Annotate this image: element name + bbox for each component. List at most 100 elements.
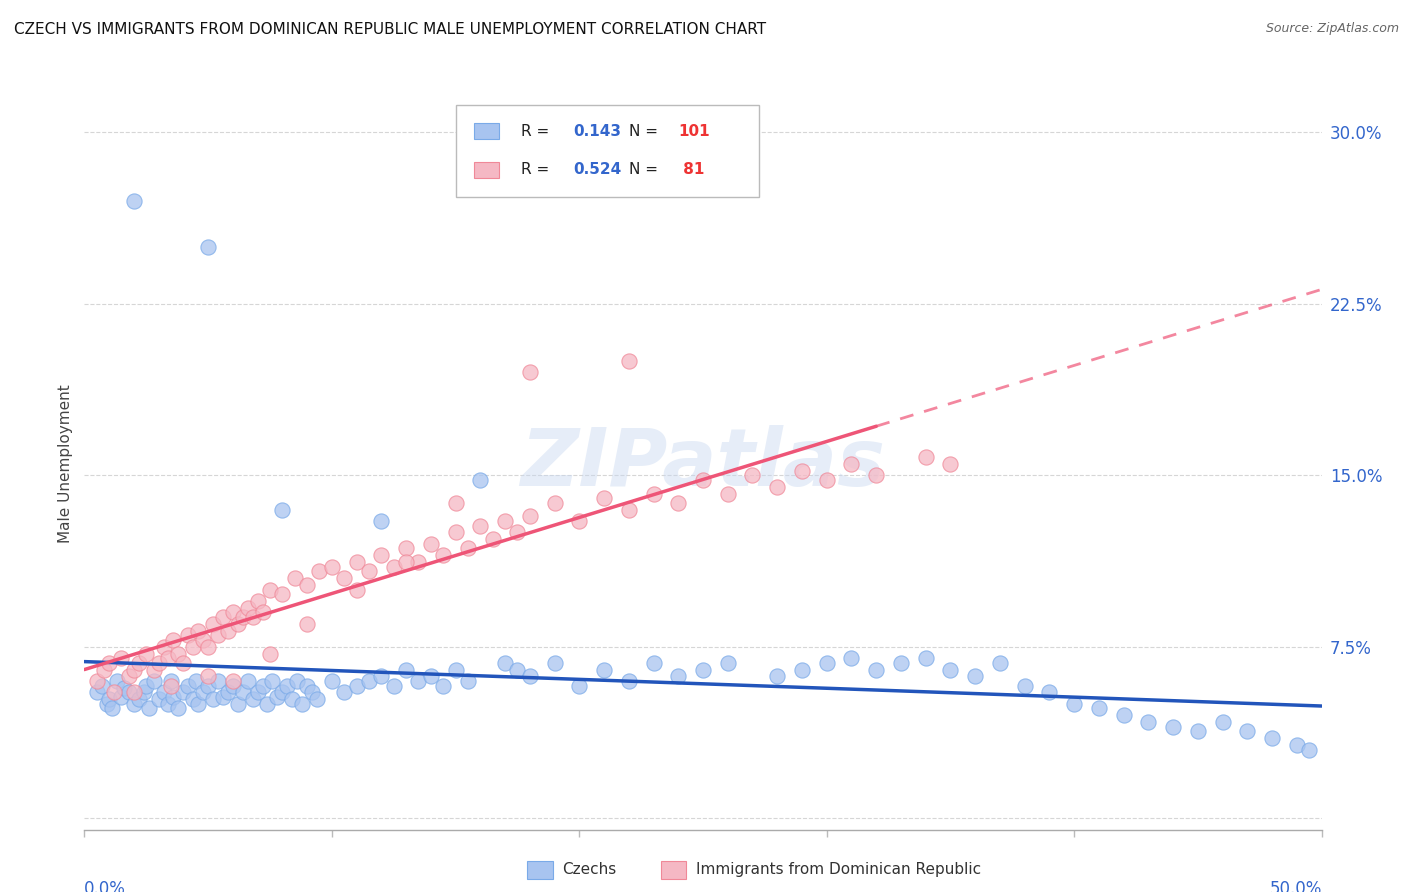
Point <box>766 669 789 683</box>
Point <box>98 692 121 706</box>
Point <box>357 673 380 688</box>
Point <box>232 685 254 699</box>
Point <box>242 610 264 624</box>
Point <box>152 685 174 699</box>
Point <box>1298 742 1320 756</box>
Point <box>519 366 541 380</box>
Point <box>191 685 214 699</box>
Point <box>212 610 235 624</box>
Point <box>177 679 200 693</box>
Point <box>291 697 314 711</box>
Point <box>110 651 132 665</box>
Point <box>232 610 254 624</box>
Point <box>865 663 887 677</box>
Text: Immigrants from Dominican Republic: Immigrants from Dominican Republic <box>696 863 981 877</box>
FancyBboxPatch shape <box>456 105 759 197</box>
Point <box>142 663 165 677</box>
Point <box>741 468 763 483</box>
Point <box>506 525 529 540</box>
Point <box>1137 715 1160 730</box>
Point <box>617 354 640 368</box>
Point <box>617 502 640 516</box>
Point <box>408 555 430 569</box>
Point <box>295 616 318 631</box>
Point <box>222 673 245 688</box>
Text: CZECH VS IMMIGRANTS FROM DOMINICAN REPUBLIC MALE UNEMPLOYMENT CORRELATION CHART: CZECH VS IMMIGRANTS FROM DOMINICAN REPUB… <box>14 22 766 37</box>
Point <box>939 457 962 471</box>
Text: R =: R = <box>522 123 554 138</box>
Point <box>271 587 294 601</box>
Point <box>666 669 689 683</box>
Point <box>162 690 184 704</box>
Point <box>1063 697 1085 711</box>
Point <box>321 559 343 574</box>
Text: R =: R = <box>522 162 554 178</box>
Point <box>96 697 118 711</box>
Point <box>122 194 145 208</box>
Point <box>333 571 356 585</box>
Point <box>494 656 516 670</box>
Point <box>271 685 294 699</box>
Text: N =: N = <box>628 162 662 178</box>
Point <box>187 697 209 711</box>
Point <box>1112 708 1135 723</box>
Point <box>98 656 121 670</box>
Point <box>295 679 318 693</box>
Point <box>1161 720 1184 734</box>
Point <box>593 491 616 505</box>
Point <box>172 685 194 699</box>
Point <box>617 673 640 688</box>
Point <box>395 555 418 569</box>
Point <box>197 640 219 654</box>
Point <box>914 651 936 665</box>
Point <box>568 679 591 693</box>
Point <box>506 663 529 677</box>
Point <box>256 697 278 711</box>
Point <box>408 673 430 688</box>
Point <box>519 509 541 524</box>
Point <box>382 679 405 693</box>
Point <box>135 647 157 661</box>
Point <box>301 685 323 699</box>
Point <box>841 651 863 665</box>
Text: 101: 101 <box>678 123 710 138</box>
Point <box>135 679 157 693</box>
Point <box>841 457 863 471</box>
Point <box>177 628 200 642</box>
Point <box>444 525 467 540</box>
Point <box>281 692 304 706</box>
Point <box>939 663 962 677</box>
Point <box>246 594 269 608</box>
Point <box>197 669 219 683</box>
Point <box>1014 679 1036 693</box>
Point <box>519 669 541 683</box>
Point <box>157 651 180 665</box>
Text: ZIPatlas: ZIPatlas <box>520 425 886 503</box>
Text: 81: 81 <box>678 162 704 178</box>
Point <box>103 685 125 699</box>
Point <box>419 537 441 551</box>
Point <box>212 690 235 704</box>
Point <box>914 450 936 464</box>
Point <box>1261 731 1284 746</box>
Point <box>815 473 838 487</box>
Point <box>419 669 441 683</box>
Point <box>815 656 838 670</box>
Point <box>236 600 259 615</box>
Point <box>138 701 160 715</box>
Point <box>692 663 714 677</box>
Point <box>142 673 165 688</box>
Text: 50.0%: 50.0% <box>1270 880 1322 892</box>
Point <box>790 663 813 677</box>
Point <box>148 692 170 706</box>
Point <box>284 571 307 585</box>
Point <box>217 685 239 699</box>
Point <box>717 656 740 670</box>
Point <box>246 685 269 699</box>
Point <box>346 679 368 693</box>
Point <box>988 656 1011 670</box>
Point <box>184 673 207 688</box>
Point <box>100 701 122 715</box>
Point <box>266 690 288 704</box>
Point <box>271 502 294 516</box>
